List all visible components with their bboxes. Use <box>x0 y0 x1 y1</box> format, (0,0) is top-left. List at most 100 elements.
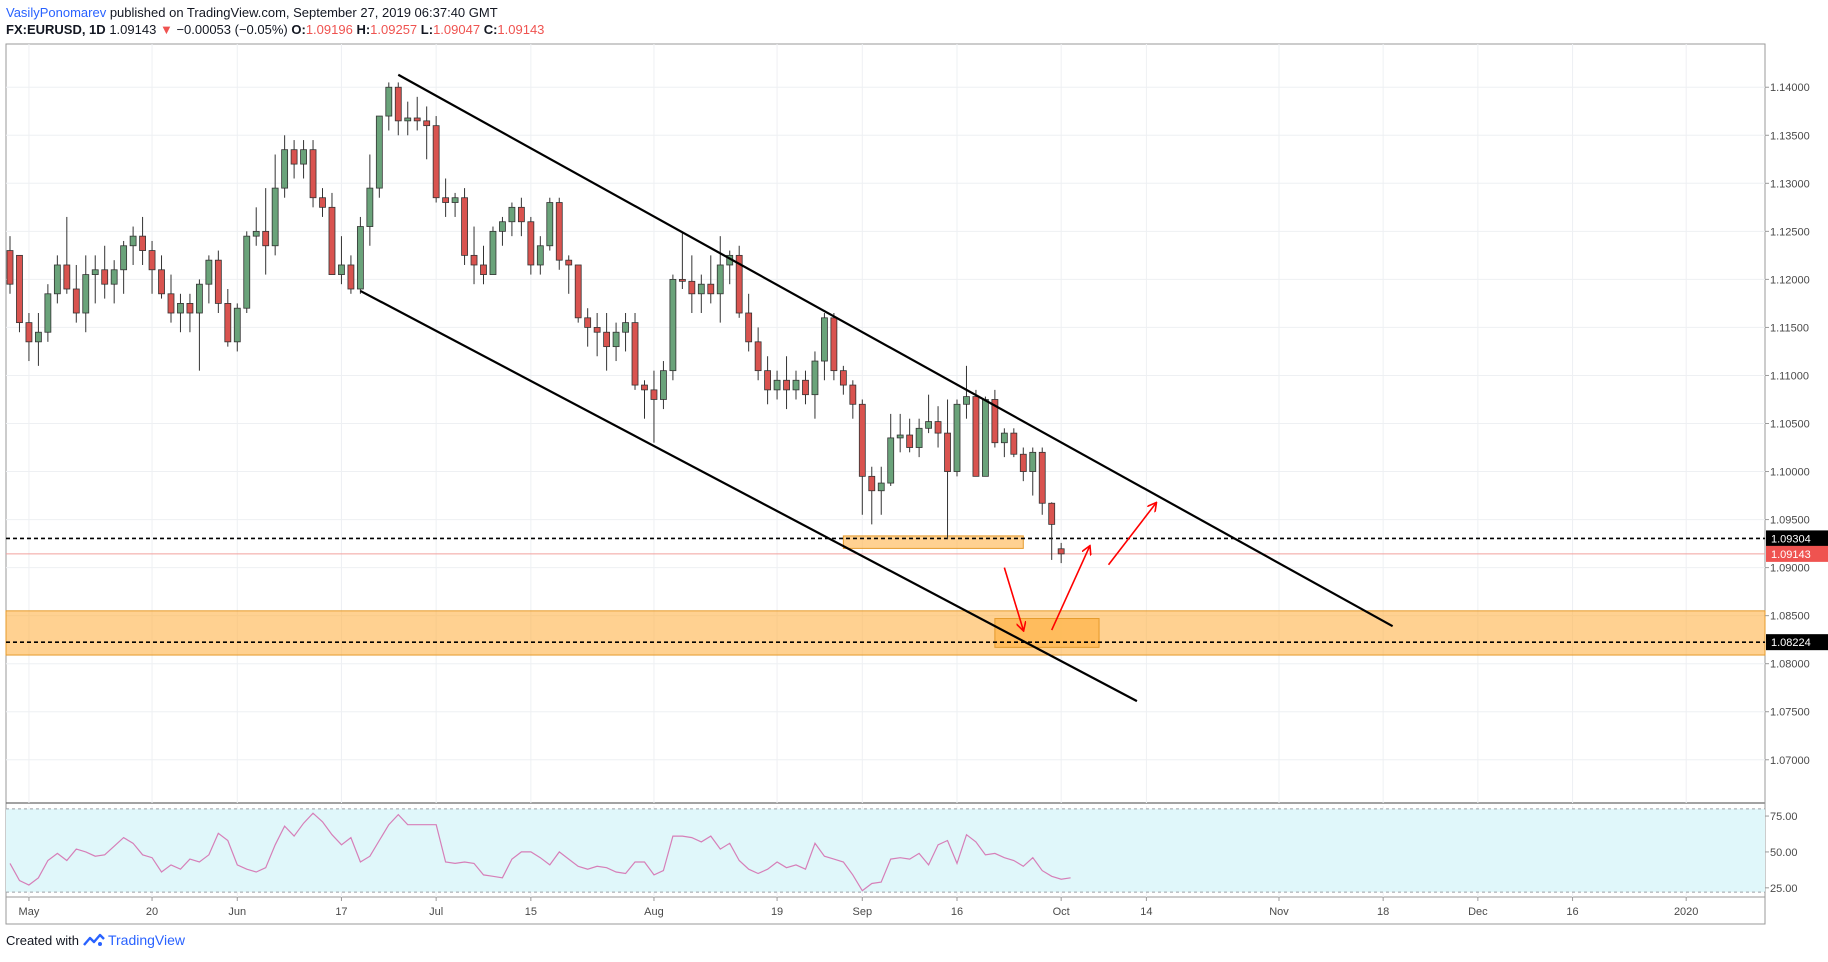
candle <box>887 413 895 486</box>
candle <box>432 116 440 203</box>
candle <box>821 313 828 381</box>
rsi-line <box>9 812 1071 892</box>
candle-body <box>773 379 781 391</box>
candle <box>177 293 184 333</box>
candle <box>1019 447 1027 482</box>
candle-body <box>802 379 809 396</box>
candle <box>290 140 298 179</box>
candle-body <box>139 235 146 251</box>
author-link[interactable]: VasilyPonomarev <box>6 5 107 20</box>
candle <box>356 216 364 294</box>
candle-body <box>735 254 743 314</box>
support-level-label-box <box>1766 634 1828 651</box>
candle-body <box>53 264 61 295</box>
candle-body <box>915 427 923 448</box>
price-tick-label: 1.12000 <box>1770 274 1810 286</box>
down-arrow-icon: ▼ <box>159 22 173 37</box>
price-tick-label: 1.13000 <box>1770 178 1810 190</box>
candle <box>811 351 819 419</box>
price-tick-label: 1.13500 <box>1770 130 1810 142</box>
candle-body <box>1029 451 1037 472</box>
price-tick-label: 1.08000 <box>1770 659 1810 671</box>
symbol-label[interactable]: FX:EURUSD, 1D <box>6 22 106 37</box>
candle <box>584 308 592 347</box>
candle-body <box>811 360 819 396</box>
candle-body <box>499 221 506 232</box>
candle <box>214 250 222 314</box>
candle <box>991 389 999 448</box>
candle-body <box>480 264 487 275</box>
candle-body <box>745 312 753 343</box>
candle-body <box>129 235 137 247</box>
candle <box>82 255 90 333</box>
candle-body <box>63 264 71 290</box>
candle-body <box>451 197 459 203</box>
candle <box>773 370 781 400</box>
candle-body <box>35 331 42 343</box>
candle <box>129 226 137 265</box>
candle-body <box>934 421 942 434</box>
candle-body <box>641 384 648 391</box>
candle-body <box>953 403 961 472</box>
candle-body <box>678 278 686 282</box>
rsi-tick-label: 75.00 <box>1770 811 1798 823</box>
arrow-down <box>1003 567 1023 630</box>
candle <box>139 216 146 265</box>
time-tick-label: Sep <box>853 906 873 918</box>
candle <box>849 380 857 419</box>
rsi-band <box>6 808 1765 893</box>
candle-body <box>764 370 771 391</box>
candle-body <box>82 274 90 314</box>
candle-body <box>347 264 355 290</box>
time-tick-label: Jul <box>429 906 443 918</box>
tradingview-link[interactable]: TradingView <box>83 932 185 948</box>
close-label: C: <box>483 22 498 37</box>
candle <box>641 380 648 419</box>
candle-body <box>783 379 790 391</box>
tradingview-logo-icon <box>83 933 105 946</box>
candle-body <box>896 434 904 439</box>
candle <box>944 399 951 539</box>
candle <box>35 313 42 366</box>
price-tick-label: 1.14000 <box>1770 82 1810 94</box>
candle-body <box>91 269 99 275</box>
time-tick-label: 15 <box>525 906 537 918</box>
candle <box>375 115 383 198</box>
candle-body <box>1000 432 1008 444</box>
candle-body <box>404 117 412 122</box>
candle <box>252 207 260 246</box>
candle-body <box>972 396 980 477</box>
candle-body <box>413 117 421 122</box>
time-tick-label: Oct <box>1053 906 1070 918</box>
candle-body <box>707 283 715 295</box>
candle-body <box>1010 432 1018 455</box>
candle <box>470 226 478 285</box>
change-value: −0.00053 (−0.05%) <box>176 22 288 37</box>
last-price-label: 1.09143 <box>1771 549 1811 561</box>
candle <box>508 202 516 237</box>
arrow-up-2 <box>1107 503 1156 566</box>
price-tick-label: 1.11000 <box>1770 370 1809 382</box>
candle <box>281 135 289 198</box>
candle-body <box>300 149 307 165</box>
candle <box>413 96 421 131</box>
candle-body <box>461 197 468 256</box>
candle <box>16 254 23 333</box>
high-label: H: <box>356 22 371 37</box>
candle-body <box>309 149 317 199</box>
price-tick-label: 1.07500 <box>1770 707 1810 719</box>
time-tick-label: Dec <box>1468 906 1488 918</box>
candle-body <box>508 206 516 223</box>
candle <box>896 413 904 453</box>
candle <box>915 418 923 458</box>
support-level-label: 1.08224 <box>1771 637 1811 649</box>
candle <box>593 313 601 357</box>
candle <box>546 197 554 251</box>
low-label: L: <box>420 22 434 37</box>
candle-body <box>574 264 582 319</box>
candle-body <box>887 437 895 484</box>
candle-body <box>584 317 592 328</box>
time-tick-label: 2020 <box>1674 906 1698 918</box>
candle-body <box>991 399 999 444</box>
